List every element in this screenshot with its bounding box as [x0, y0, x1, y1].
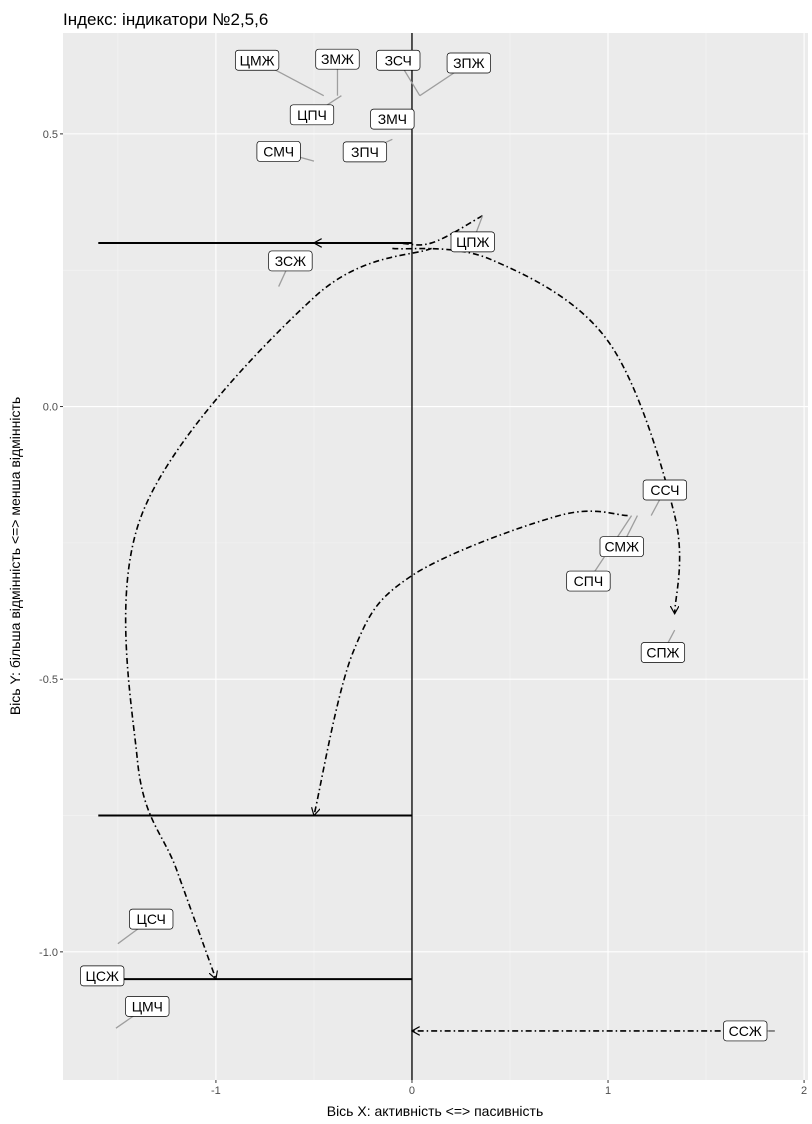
label-box [446, 52, 491, 74]
point-label: ССЖ [729, 1023, 762, 1039]
point-label: ЦПЖ [456, 234, 489, 250]
point-label: ЗСЧ [385, 52, 412, 68]
grid-minor [63, 33, 808, 1080]
y-axis-title: Вісь Y: більша відмінність <=> менша від… [7, 397, 23, 715]
point-label: ЗМЖ [321, 51, 354, 67]
point-label: ЦПЧ [297, 107, 327, 123]
label-box [450, 231, 495, 253]
chart-title: Індекс: індикатори №2,5,6 [63, 10, 268, 29]
y-tick-label: 0.5 [43, 129, 58, 141]
label-box [80, 965, 125, 987]
label-box [723, 1020, 768, 1042]
reference-lines [98, 33, 413, 1080]
point-label: СПЖ [646, 644, 679, 660]
label-box [125, 996, 170, 1017]
point-label: ЗСЖ [275, 253, 306, 269]
x-tick-label: 2 [801, 1085, 807, 1097]
label-box [370, 108, 415, 130]
label-box [376, 49, 421, 71]
trajectory-path [314, 510, 628, 815]
label-box [642, 479, 687, 501]
label-box [129, 908, 174, 930]
label-box [234, 49, 280, 71]
label-box [256, 140, 301, 162]
point-label: ССЧ [650, 482, 679, 498]
trajectory-path [314, 214, 483, 245]
point-label: ЗПЖ [453, 55, 485, 71]
point-labels: ЦМЖ ЗМЖ ЗСЧ ЗПЖ ЦПЧ ЗМЧ СМЧ ЗПЧ ЗСЖ ЦПЖ ССЧ СМЖ СПЧ С… [80, 48, 768, 1042]
label-box [315, 48, 360, 70]
x-tick-label: 1 [605, 1085, 611, 1097]
y-tick-label: -1.0 [39, 947, 58, 959]
point-label: ЦМЖ [240, 52, 275, 68]
trajectory-path [124, 247, 432, 979]
y-tick-label: 0.0 [43, 402, 58, 414]
point-label: СМЖ [604, 539, 639, 555]
point-label: ЦСЖ [86, 968, 119, 984]
label-box [566, 570, 611, 592]
point-label: ЗМЧ [378, 111, 407, 127]
point-label: СМЧ [263, 143, 294, 159]
x-tick-label: -1 [211, 1085, 221, 1097]
label-box [599, 536, 644, 558]
label-box [268, 250, 313, 272]
y-axis: 0.5 0.0 -0.5 -1.0 [39, 129, 63, 959]
point-label: ЦМЧ [132, 998, 163, 1014]
label-box [640, 642, 686, 663]
label-box [289, 104, 335, 126]
plot-panel [63, 33, 808, 1080]
y-tick-label: -0.5 [39, 674, 58, 686]
x-tick-label: 0 [409, 1085, 415, 1097]
x-axis-title: Вісь X: активність <=> пасивність [327, 1103, 544, 1119]
point-label: ЦСЧ [137, 911, 166, 927]
point-label: СПЧ [574, 573, 604, 589]
point-label: ЗПЧ [351, 144, 379, 160]
label-box [342, 141, 388, 163]
x-axis: -1 0 1 2 [211, 1080, 807, 1097]
